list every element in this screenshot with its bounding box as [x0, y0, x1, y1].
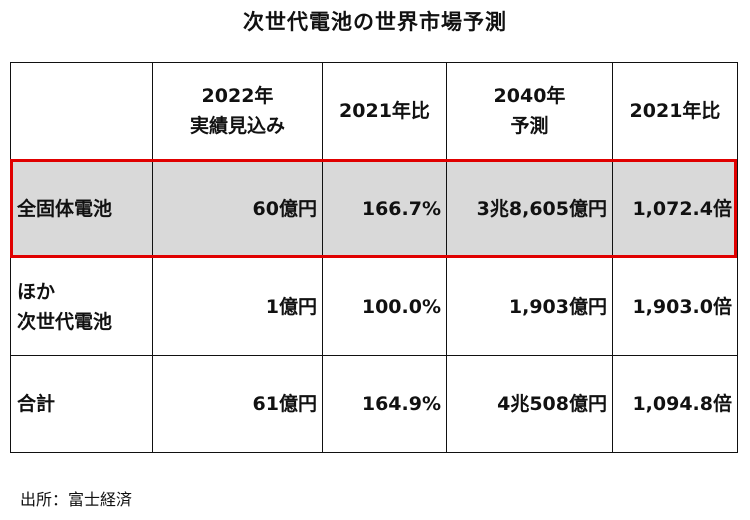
market-forecast-table-wrapper: 2022年 実績見込み 2021年比 2040年 予測 2021年比 全固体電池: [10, 62, 738, 453]
table-row-total: 合計 61億円 164.9% 4兆508億円 1,094.8倍: [10, 355, 738, 453]
row-label-text: 全固体電池: [17, 197, 113, 220]
header-cell-2040: 2040年 予測: [446, 62, 613, 160]
cell-2040-value: 4兆508億円: [446, 355, 613, 453]
market-forecast-table: 2022年 実績見込み 2021年比 2040年 予測 2021年比 全固体電池: [10, 62, 738, 453]
cell-2022-ratio: 100.0%: [322, 257, 447, 356]
header-ratio-2022-text: 2021年比: [339, 100, 430, 122]
header-ratio-2040-text: 2021年比: [629, 100, 721, 122]
header-cell-2022: 2022年 実績見込み: [152, 62, 323, 160]
table-row-other-next-gen: ほか 次世代電池 1億円 100.0% 1,903億円 1,903.0倍: [10, 257, 738, 356]
row-label-all-solid-state: 全固体電池: [10, 159, 153, 258]
header-2040-line2: 予測: [510, 115, 549, 137]
row-label-line1: ほか: [17, 280, 56, 303]
header-2022-line2: 実績見込み: [189, 115, 285, 137]
cell-2022-value: 61億円: [152, 355, 323, 453]
source-note: 出所：富士経済: [20, 490, 133, 509]
table-row-all-solid-state: 全固体電池 60億円 166.7% 3兆8,605億円 1,072.4倍: [10, 159, 738, 258]
header-row: 2022年 実績見込み 2021年比 2040年 予測 2021年比: [10, 62, 738, 160]
cell-2022-ratio: 164.9%: [322, 355, 447, 453]
cell-2040-value: 3兆8,605億円: [446, 159, 613, 258]
row-label-line2: 次世代電池: [17, 310, 113, 333]
cell-2022-ratio: 166.7%: [322, 159, 447, 258]
header-cell-ratio-2022: 2021年比: [322, 62, 447, 160]
header-2022-line1: 2022年: [201, 85, 274, 107]
cell-2022-value: 60億円: [152, 159, 323, 258]
page-title: 次世代電池の世界市場予測: [243, 10, 507, 34]
cell-2040-value: 1,903億円: [446, 257, 613, 356]
row-label-text: 合計: [17, 393, 56, 415]
cell-2040-ratio: 1,094.8倍: [612, 355, 738, 453]
row-label-total: 合計: [10, 355, 153, 453]
cell-2040-ratio: 1,072.4倍: [612, 159, 738, 258]
header-2040-line1: 2040年: [493, 85, 566, 107]
cell-2022-value: 1億円: [152, 257, 323, 356]
header-cell-empty: [10, 62, 153, 160]
header-cell-ratio-2040: 2021年比: [612, 62, 738, 160]
row-label-other-next-gen: ほか 次世代電池: [10, 257, 153, 356]
cell-2040-ratio: 1,903.0倍: [612, 257, 738, 356]
